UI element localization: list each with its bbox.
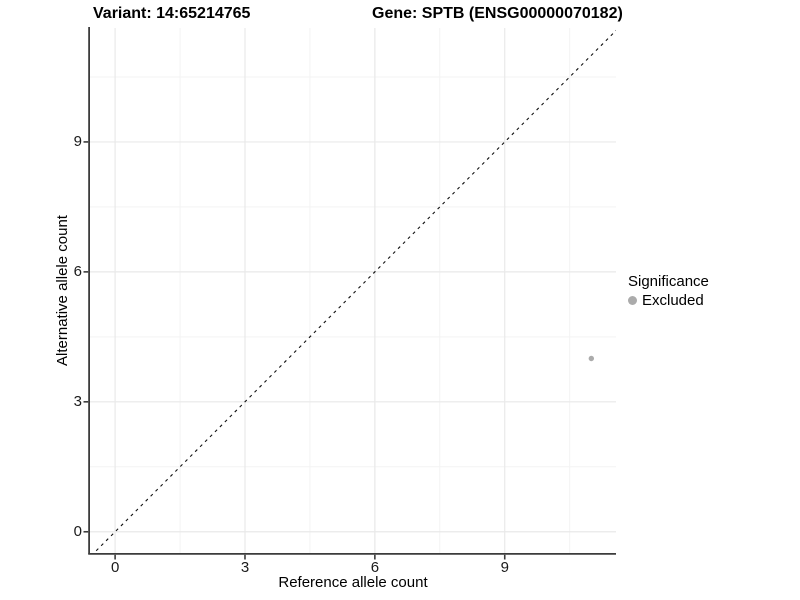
- y-axis-tick-label: 6: [73, 262, 82, 280]
- x-axis-tick-label: 0: [110, 559, 120, 576]
- x-axis-title: Reference allele count: [278, 574, 428, 591]
- x-axis-tick-label: 9: [500, 559, 509, 576]
- y-axis-title: Alternative allele count: [53, 215, 71, 366]
- legend-point-icon: [628, 296, 637, 305]
- y-axis-tick-label: 9: [73, 132, 82, 150]
- y-axis-tick-label: 0: [73, 522, 82, 540]
- plot-title-gene: Gene: SPTB (ENSG00000070182): [372, 5, 623, 22]
- legend: Significance Excluded: [628, 272, 709, 310]
- identity-dashed-line: [93, 29, 616, 553]
- legend-item-label: Excluded: [642, 292, 704, 309]
- y-axis-tick-label: 3: [73, 392, 82, 410]
- x-axis-tick-label: 3: [240, 559, 250, 576]
- plot-title-variant: Variant: 14:65214765: [93, 5, 251, 22]
- legend-item-excluded: Excluded: [628, 291, 709, 310]
- y-axis-title-wrap: Alternative allele count: [52, 28, 72, 553]
- data-point: [588, 355, 595, 362]
- x-axis-tick-label: 6: [370, 559, 380, 576]
- legend-title: Significance: [628, 273, 709, 290]
